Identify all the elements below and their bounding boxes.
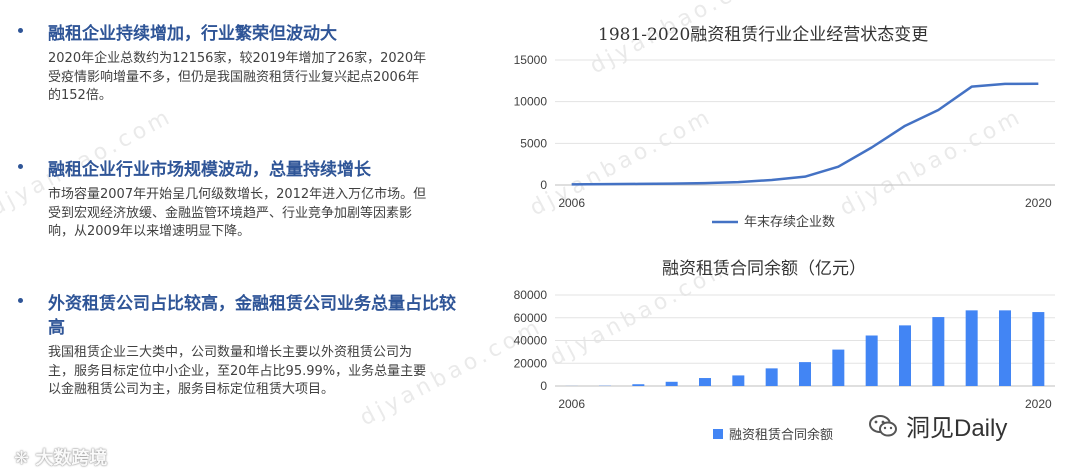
logo-right-text: 洞见Daily [906,415,1008,442]
legend-swatch [713,429,723,439]
bullet-item: 融租企业行业市场规模波动，总量持续增长 市场容量2007年开始呈几何级数增长，2… [18,158,458,242]
bar [965,310,978,386]
bar [865,335,878,386]
bullet-title: 外资租赁公司占比较高，金融租赁公司业务总量占比较高 [48,294,456,338]
y-tick-label: 60000 [514,311,548,325]
bar-chart-title: 融资租赁合同余额（亿元） [662,259,866,279]
logo-left-icon: ❋ [14,448,30,469]
x-tick-label: 2020 [1025,196,1052,210]
bar [665,381,678,386]
y-tick-label: 10000 [514,95,548,109]
series-line [571,82,1039,186]
x-tick-label: 2020 [1025,397,1052,411]
y-tick-label: 80000 [514,288,548,302]
logo-left-text: 大数跨境 [35,448,108,469]
bar [799,362,811,386]
bullet-title: 融租企业持续增加，行业繁荣但波动大 [48,24,337,44]
bar [732,375,745,386]
wechat-icon [869,414,897,436]
bullet-dot [18,298,23,303]
y-tick-label: 0 [540,379,547,393]
logo-left: ❋ 大数跨境 [14,444,107,470]
bar [699,378,711,386]
bullet-body: 市场容量2007年开始呈几何级数增长，2012年进入万亿市场。但受到宏观经济放缓… [48,187,427,239]
y-tick-label: 40000 [514,334,548,348]
bullet-item: 外资租赁公司占比较高，金融租赁公司业务总量占比较高 我国租赁企业三大类中，公司数… [18,292,458,400]
bar [832,349,845,386]
line-chart-title: 1981-2020融资租赁行业企业经营状态变更 [598,25,929,45]
y-tick-label: 15000 [514,53,548,67]
y-tick-label: 20000 [514,356,548,370]
bullet-item: 融租企业持续增加，行业繁荣但波动大 2020年企业总数约为12156家，较201… [18,22,458,106]
bullet-title: 融租企业行业市场规模波动，总量持续增长 [48,160,371,180]
bar [632,384,645,386]
bar [999,310,1011,386]
bar-chart: 0 20000 40000 60000 80000 2006 2020 融资租赁合同余额 [514,288,1055,442]
logo-right: 洞见Daily [868,408,1007,443]
bar [932,317,945,386]
bullet-dot [18,164,23,169]
bullet-body: 2020年企业总数约为12156家，较2019年增加了26家，2020年受疫情影… [48,51,427,103]
y-tick-label: 5000 [520,136,547,150]
bullet-dot [18,28,23,33]
y-tick-label: 0 [540,178,547,192]
x-tick-label: 2006 [558,196,585,210]
bar [765,368,778,386]
line-chart: 0 5000 10000 15000 2006 2020 年末存续企业数 [514,53,1055,229]
bullet-body: 我国租赁企业三大类中，公司数量和增长主要以外资租赁公司为主，服务目标定位中小企业… [48,345,427,397]
x-tick-label: 2006 [558,397,585,411]
bar [899,325,911,386]
legend-label: 融资租赁合同余额 [729,427,833,442]
legend-label: 年末存续企业数 [744,214,835,229]
bar [1032,312,1045,386]
